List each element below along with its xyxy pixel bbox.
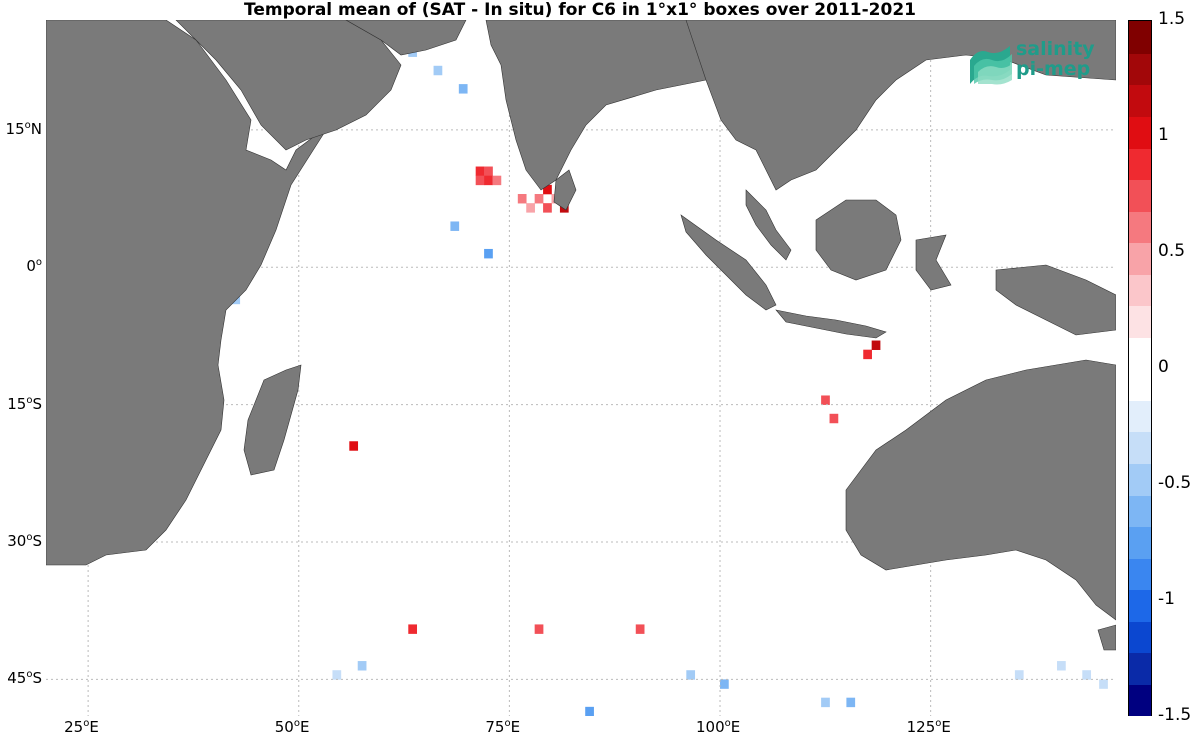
data-cell [534, 624, 544, 634]
data-cell [720, 679, 729, 689]
data-cell [526, 203, 535, 213]
data-cell [484, 175, 493, 186]
land-malay [745, 189, 792, 261]
colorbar-segment [1129, 178, 1151, 212]
data-cell [534, 194, 544, 204]
colorbar [1128, 20, 1152, 717]
colorbar-segment [1129, 21, 1151, 54]
data-cell [458, 84, 468, 94]
data-cell [635, 624, 645, 634]
latitude-tick-label: 15oS [7, 394, 42, 413]
data-cell [349, 441, 359, 451]
colorbar-segment [1129, 651, 1151, 685]
data-cell [829, 413, 839, 424]
salinity-pi-mep-logo: salinity pi-mep [966, 38, 1096, 86]
land-sri-lanka [553, 169, 577, 211]
colorbar-segment [1129, 336, 1151, 370]
colorbar-segment [1129, 588, 1151, 622]
data-cell [475, 166, 485, 176]
latitude-tick-label: 45oS [7, 669, 42, 688]
land-australia [845, 359, 1116, 621]
colorbar-tick-label: 0 [1158, 357, 1169, 377]
data-cell [686, 670, 696, 680]
data-cell [1014, 670, 1024, 680]
colorbar-segment [1129, 620, 1151, 654]
data-cell [492, 175, 502, 186]
land-tasmania [1097, 624, 1116, 651]
longitude-tick-label: 50oE [274, 718, 310, 736]
colorbar-segment [1129, 557, 1151, 591]
colorbar-tick-label: 1.5 [1158, 9, 1186, 29]
data-cells-layer [214, 20, 1108, 716]
data-cell [433, 65, 443, 76]
colorbar-tick-label: -1 [1158, 589, 1175, 609]
colorbar-segment [1129, 147, 1151, 181]
colorbar-segment [1129, 304, 1151, 338]
data-cell [543, 184, 552, 195]
colorbar-segment [1129, 494, 1151, 528]
latitude-tick-label: 30oS [7, 532, 42, 550]
data-cell [585, 706, 594, 716]
colorbar-segment [1129, 683, 1151, 717]
data-cell [357, 661, 367, 671]
map-title: Temporal mean of (SAT - In situ) for C6 … [244, 0, 916, 20]
data-cell [408, 624, 418, 634]
data-cell [821, 395, 830, 405]
data-cell [846, 697, 856, 708]
longitude-tick-label: 100oE [696, 718, 741, 736]
data-cell [1099, 679, 1108, 689]
land-java [775, 309, 887, 339]
colorbar-segment [1129, 241, 1151, 275]
colorbar-segment [1129, 462, 1151, 496]
latitude-tick-label: 0o [26, 257, 42, 276]
land-new-guinea [995, 264, 1116, 336]
land-sulawesi [915, 234, 952, 291]
data-cell [475, 175, 485, 186]
colorbar-segment [1129, 431, 1151, 464]
colorbar-segment [1129, 52, 1151, 86]
land-se-asia [685, 20, 1116, 191]
data-cell [484, 248, 493, 259]
data-cell [517, 194, 527, 204]
logo-text-line2: pi-mep [1016, 58, 1091, 80]
longitude-tick-label: 125oE [906, 718, 951, 736]
data-cell [1057, 661, 1066, 671]
data-cell [332, 670, 342, 680]
land-layer [46, 20, 1116, 651]
colorbar-segment [1129, 84, 1151, 117]
colorbar-segment [1129, 399, 1151, 433]
land-borneo [815, 199, 902, 281]
colorbar-segment [1129, 210, 1151, 244]
data-cell [863, 349, 872, 360]
longitude-tick-label: 75oE [485, 718, 521, 736]
longitude-tick-label: 25oE [64, 718, 99, 736]
colorbar-segment [1129, 273, 1151, 307]
colorbar-tick-label: 0.5 [1158, 241, 1186, 261]
colorbar-segment [1129, 115, 1151, 149]
colorbar-segment [1129, 525, 1151, 559]
map-canvas[interactable] [46, 20, 1116, 716]
data-cell [821, 697, 830, 708]
colorbar-tick-label: -0.5 [1158, 473, 1192, 493]
colorbar-tick-label: -1.5 [1158, 705, 1192, 725]
wave-logo-icon [970, 46, 1012, 85]
logo-text-line1: salinity [1016, 38, 1095, 60]
land-arabia [175, 20, 402, 151]
data-cell [871, 340, 881, 350]
land-africa [46, 20, 327, 566]
colorbar-segment [1129, 368, 1151, 401]
latitude-tick-label: 15oN [5, 119, 42, 138]
data-cell [484, 166, 493, 176]
map-frame[interactable] [46, 20, 1116, 716]
land-iran-pakistan [345, 20, 467, 56]
data-cell [543, 203, 552, 213]
land-madagascar [243, 364, 302, 476]
data-cell [450, 221, 460, 231]
data-cell [1082, 670, 1092, 680]
land-sumatra [680, 214, 777, 311]
colorbar-tick-label: 1 [1158, 125, 1169, 145]
